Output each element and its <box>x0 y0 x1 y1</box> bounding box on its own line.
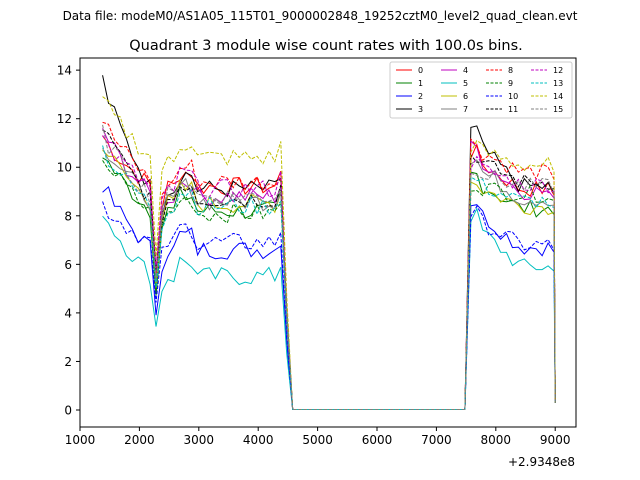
x-tick-label: 2000 <box>124 433 155 447</box>
x-tick-label: 1000 <box>65 433 96 447</box>
legend-label-15: 15 <box>553 105 563 114</box>
legend-label-3: 3 <box>418 105 423 114</box>
x-tick-label: 8000 <box>481 433 512 447</box>
y-tick-label: 8 <box>64 209 72 223</box>
series-line-11 <box>102 129 556 411</box>
legend-label-5: 5 <box>463 79 468 88</box>
x-offset-label: +2.9348e8 <box>508 455 575 469</box>
series-line-5 <box>102 207 556 411</box>
legend-label-2: 2 <box>418 92 423 101</box>
plot-area <box>102 75 556 411</box>
legend-label-9: 9 <box>508 79 513 88</box>
x-axis: 1000 2000 3000 4000 5000 6000 7000 8000 9000 <box>65 427 571 447</box>
series-line-14 <box>102 96 556 411</box>
legend-label-4: 4 <box>463 66 468 75</box>
y-tick-label: 10 <box>57 161 72 175</box>
legend-label-11: 11 <box>508 105 518 114</box>
x-tick-label: 7000 <box>421 433 452 447</box>
y-axis: 0 2 4 6 8 10 12 14 <box>57 64 80 418</box>
series-line-12 <box>102 135 556 411</box>
y-tick-label: 12 <box>57 112 72 126</box>
legend-label-7: 7 <box>463 105 468 114</box>
x-tick-label: 4000 <box>243 433 274 447</box>
x-tick-label: 5000 <box>302 433 333 447</box>
legend-label-1: 1 <box>418 79 423 88</box>
series-line-9 <box>102 160 556 411</box>
legend-box <box>389 61 573 119</box>
y-tick-label: 4 <box>64 306 72 320</box>
data-file-prefix: Data file: <box>63 9 122 23</box>
x-tick-label: 9000 <box>540 433 571 447</box>
legend-label-10: 10 <box>508 92 518 101</box>
legend-label-13: 13 <box>553 79 563 88</box>
x-tick-label: 3000 <box>184 433 215 447</box>
legend-label-12: 12 <box>553 66 563 75</box>
data-file-label: Data file: modeM0/AS1A05_115T01_90000028… <box>63 9 578 23</box>
y-tick-label: 2 <box>64 355 72 369</box>
series-line-15 <box>102 124 556 411</box>
legend-label-0: 0 <box>418 66 423 75</box>
legend-label-14: 14 <box>553 92 563 101</box>
chart-title: Quadrant 3 module wise count rates with … <box>129 38 523 54</box>
data-file-name: modeM0/AS1A05_115T01_9000002848_19252czt… <box>121 9 578 23</box>
plot-frame <box>79 57 577 428</box>
legend-label-8: 8 <box>508 66 513 75</box>
x-tick-label: 6000 <box>362 433 393 447</box>
series-layer <box>102 75 556 411</box>
legend-label-6: 6 <box>463 92 468 101</box>
y-tick-label: 6 <box>64 258 72 272</box>
y-tick-label: 0 <box>64 404 72 418</box>
y-tick-label: 14 <box>57 64 72 78</box>
series-line-13 <box>102 145 556 411</box>
